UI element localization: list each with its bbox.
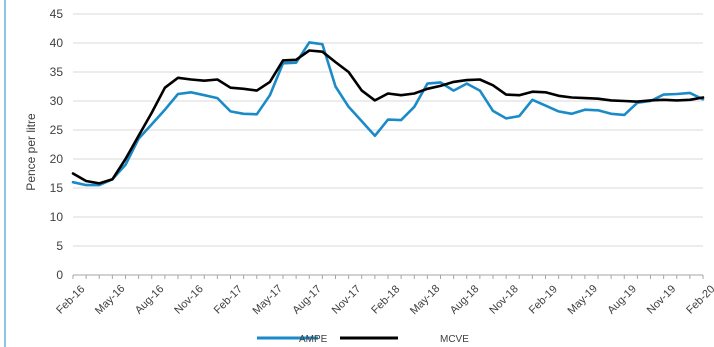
y-tick-label: 25: [50, 123, 64, 137]
y-tick-label: 35: [50, 65, 64, 79]
x-tick-label: Aug-19: [605, 283, 639, 317]
x-tick-label: Feb-16: [54, 283, 87, 316]
y-tick-label: 10: [50, 210, 64, 224]
x-tick-label: Aug-17: [290, 283, 324, 317]
x-axis: [72, 274, 704, 279]
x-tick-label: May-19: [566, 283, 600, 317]
x-axis-ticks: Feb-16 May-16 Aug-16 Nov-16 Feb-17 May-17 Aug-…: [54, 283, 714, 317]
x-tick-label: Nov-16: [172, 283, 206, 317]
x-tick-label: Feb-17: [212, 283, 245, 316]
legend: AMPE MCVE: [257, 334, 469, 345]
y-tick-label: 45: [50, 7, 64, 21]
y-axis-title: Pence per litre: [24, 113, 38, 191]
y-tick-label: 0: [56, 268, 63, 282]
gridlines: [73, 13, 703, 247]
y-axis-ticks: 0 5 10 15 20 25 30 35 40 45: [50, 7, 64, 282]
x-tick-label: Feb-20: [684, 283, 714, 316]
series-line-ampe: [71, 41, 705, 187]
y-tick-label: 20: [50, 152, 64, 166]
x-tick-label: Feb-19: [527, 283, 560, 316]
x-tick-label: Aug-18: [448, 283, 482, 317]
x-tick-label: Feb-18: [369, 283, 402, 316]
x-tick-label: May-18: [408, 283, 442, 317]
series-lines: [71, 41, 705, 187]
x-tick-label: Nov-18: [487, 283, 521, 317]
y-tick-label: 40: [50, 36, 64, 50]
x-tick-label: May-16: [93, 283, 127, 317]
y-tick-label: 30: [50, 94, 64, 108]
y-tick-label: 5: [56, 239, 63, 253]
x-tick-label: Nov-19: [645, 283, 679, 317]
x-tick-label: Nov-17: [330, 283, 364, 317]
series-line-mcve: [71, 49, 705, 185]
y-tick-label: 15: [50, 181, 64, 195]
x-tick-label: May-17: [251, 283, 285, 317]
x-tick-label: Aug-16: [133, 283, 167, 317]
legend-label-ampe: AMPE: [299, 334, 328, 345]
legend-label-mcve: MCVE: [440, 334, 469, 345]
